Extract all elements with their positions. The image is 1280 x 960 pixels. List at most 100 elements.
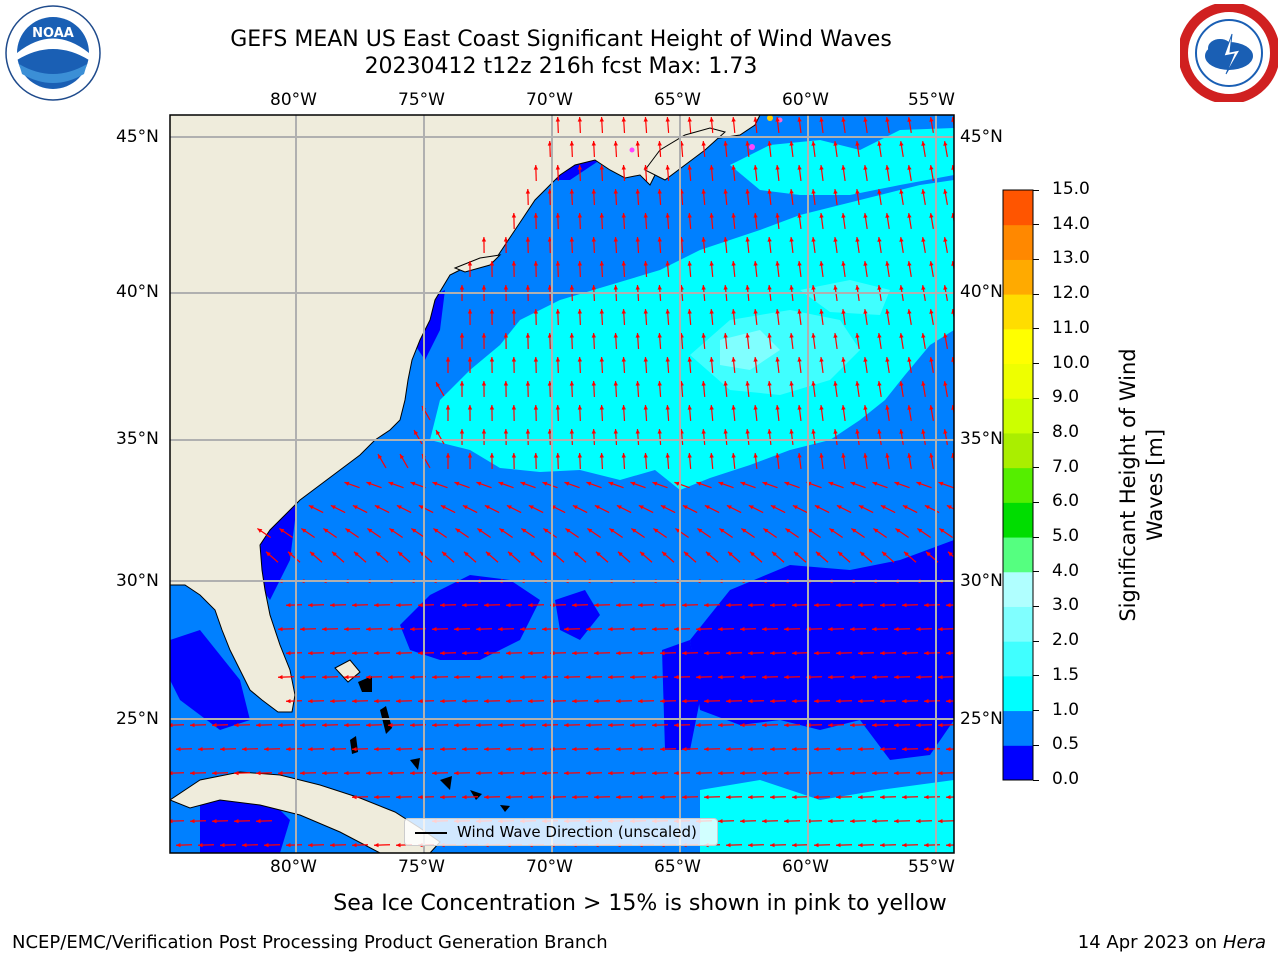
wave-direction-arrowhead — [543, 528, 549, 533]
wave-direction-arrowhead — [506, 746, 511, 752]
wave-direction-arrowhead — [885, 117, 890, 122]
wave-direction-arrowhead — [278, 722, 283, 728]
wave-direction-arrowhead — [485, 551, 491, 557]
wave-direction-arrowhead — [212, 818, 217, 824]
wave-direction-arrowhead — [525, 285, 531, 290]
wave-direction-arrowhead — [322, 626, 327, 632]
wave-direction-arrowhead — [286, 698, 291, 704]
wave-direction-arrowhead — [489, 261, 495, 266]
wave-direction-arrowhead — [789, 429, 794, 434]
lat-label-right: 30°N — [960, 571, 1003, 591]
wave-direction-arrowhead — [410, 722, 415, 728]
wave-direction-arrowhead — [635, 237, 640, 242]
wave-direction-arrowhead — [525, 189, 531, 194]
wave-direction-arrowhead — [740, 770, 745, 776]
wave-direction-arrowhead — [687, 405, 692, 410]
wave-direction-arrowhead — [300, 770, 305, 776]
wave-direction-arrowhead — [833, 237, 838, 242]
wave-direction-arrowhead — [723, 141, 728, 146]
wave-direction-arrowhead — [833, 141, 838, 146]
wave-direction-arrowhead — [418, 505, 424, 510]
wave-direction-arrowhead — [723, 285, 728, 290]
wave-direction-arrowhead — [858, 698, 863, 704]
wave-direction-arrowhead — [234, 722, 239, 728]
wave-direction-arrowhead — [432, 674, 437, 680]
wave-direction-arrowhead — [902, 698, 907, 704]
wave-direction-arrowhead — [789, 333, 794, 338]
wave-direction-arrowhead — [850, 722, 855, 728]
wave-direction-arrowhead — [278, 626, 283, 632]
wave-direction-arrowhead — [555, 309, 561, 314]
wave-direction-arrowhead — [287, 551, 293, 557]
wave-direction-arrowhead — [418, 746, 423, 752]
wave-direction-arrowhead — [256, 722, 261, 728]
wave-direction-arrowhead — [855, 429, 860, 434]
footer-credit: NCEP/EMC/Verification Post Processing Pr… — [12, 932, 608, 953]
wave-direction-arrowhead — [234, 770, 239, 776]
wave-direction-arrowhead — [511, 261, 517, 266]
wave-direction-arrowhead — [709, 453, 714, 458]
wave-direction-arrowhead — [418, 698, 423, 704]
wave-direction-arrowhead — [264, 746, 269, 752]
wave-direction-arrowhead — [638, 698, 643, 704]
wave-direction-arrowhead — [899, 237, 904, 242]
colorbar-band — [1003, 294, 1033, 330]
wave-direction-arrowhead — [577, 453, 583, 458]
wave-direction-arrowhead — [731, 261, 736, 266]
wave-direction-arrowhead — [718, 481, 724, 486]
wave-direction-arrowhead — [613, 141, 618, 146]
wave-direction-arrowhead — [489, 357, 495, 362]
wave-direction-arrowhead — [917, 528, 923, 533]
wave-direction-arrowhead — [506, 602, 511, 608]
wave-direction-arrowhead — [344, 770, 349, 776]
wave-direction-arrowhead — [608, 674, 613, 680]
wave-direction-arrowhead — [591, 333, 596, 338]
wave-direction-arrowhead — [701, 333, 706, 338]
wave-direction-arrowhead — [308, 842, 313, 848]
colorbar-tick-label: 2.0 — [1052, 630, 1080, 651]
land-bahamas-4 — [440, 776, 452, 790]
wave-direction-arrowhead — [872, 722, 877, 728]
wave-direction-arrowhead — [631, 528, 637, 533]
wave-direction-arrowhead — [476, 674, 481, 680]
wave-direction-arrowhead — [938, 770, 943, 776]
wave-direction-arrowhead — [344, 722, 349, 728]
wave-direction-arrowhead — [353, 551, 359, 557]
map-legend: Wind Wave Direction (unscaled) — [404, 818, 718, 846]
wave-direction-arrowhead — [850, 770, 855, 776]
wave-direction-arrowhead — [921, 429, 926, 434]
colorbar-tick-label: 9.0 — [1052, 387, 1080, 408]
wave-direction-arrowhead — [577, 357, 583, 362]
colorbar-band — [1003, 710, 1033, 746]
wave-direction-arrowhead — [797, 213, 802, 218]
wave-direction-arrowhead — [701, 381, 706, 386]
wave-direction-arrowhead — [836, 794, 841, 800]
wave-direction-arrowhead — [396, 698, 401, 704]
wave-direction-arrowhead — [704, 602, 709, 608]
wave-direction-arrowhead — [463, 551, 469, 557]
wave-direction-arrowhead — [880, 842, 885, 848]
land-bahamas-6 — [500, 805, 510, 812]
wave-region-blue-1 — [400, 575, 540, 660]
wave-direction-arrowhead — [727, 551, 733, 557]
wave-direction-arrowhead — [925, 551, 931, 557]
wave-direction-arrowhead — [330, 650, 335, 656]
wave-direction-arrowhead — [388, 674, 393, 680]
wave-direction-arrowhead — [352, 842, 357, 848]
wave-direction-arrowhead — [723, 333, 728, 338]
wave-direction-arrowhead — [569, 189, 575, 194]
wave-direction-arrowhead — [441, 551, 447, 557]
wave-direction-arrowhead — [899, 333, 904, 338]
wave-direction-arrowhead — [723, 381, 728, 386]
wave-direction-arrowhead — [533, 453, 539, 458]
wave-direction-arrowhead — [467, 357, 473, 362]
wave-direction-arrowhead — [709, 261, 714, 266]
wave-direction-arrowhead — [569, 429, 575, 434]
wave-direction-arrowhead — [682, 794, 687, 800]
wave-direction-arrowhead — [484, 746, 489, 752]
wave-direction-arrowhead — [418, 650, 423, 656]
wave-direction-arrowhead — [792, 698, 797, 704]
wave-direction-arrowhead — [652, 674, 657, 680]
wave-direction-arrowhead — [617, 551, 623, 557]
wave-direction-arrowhead — [841, 309, 846, 314]
